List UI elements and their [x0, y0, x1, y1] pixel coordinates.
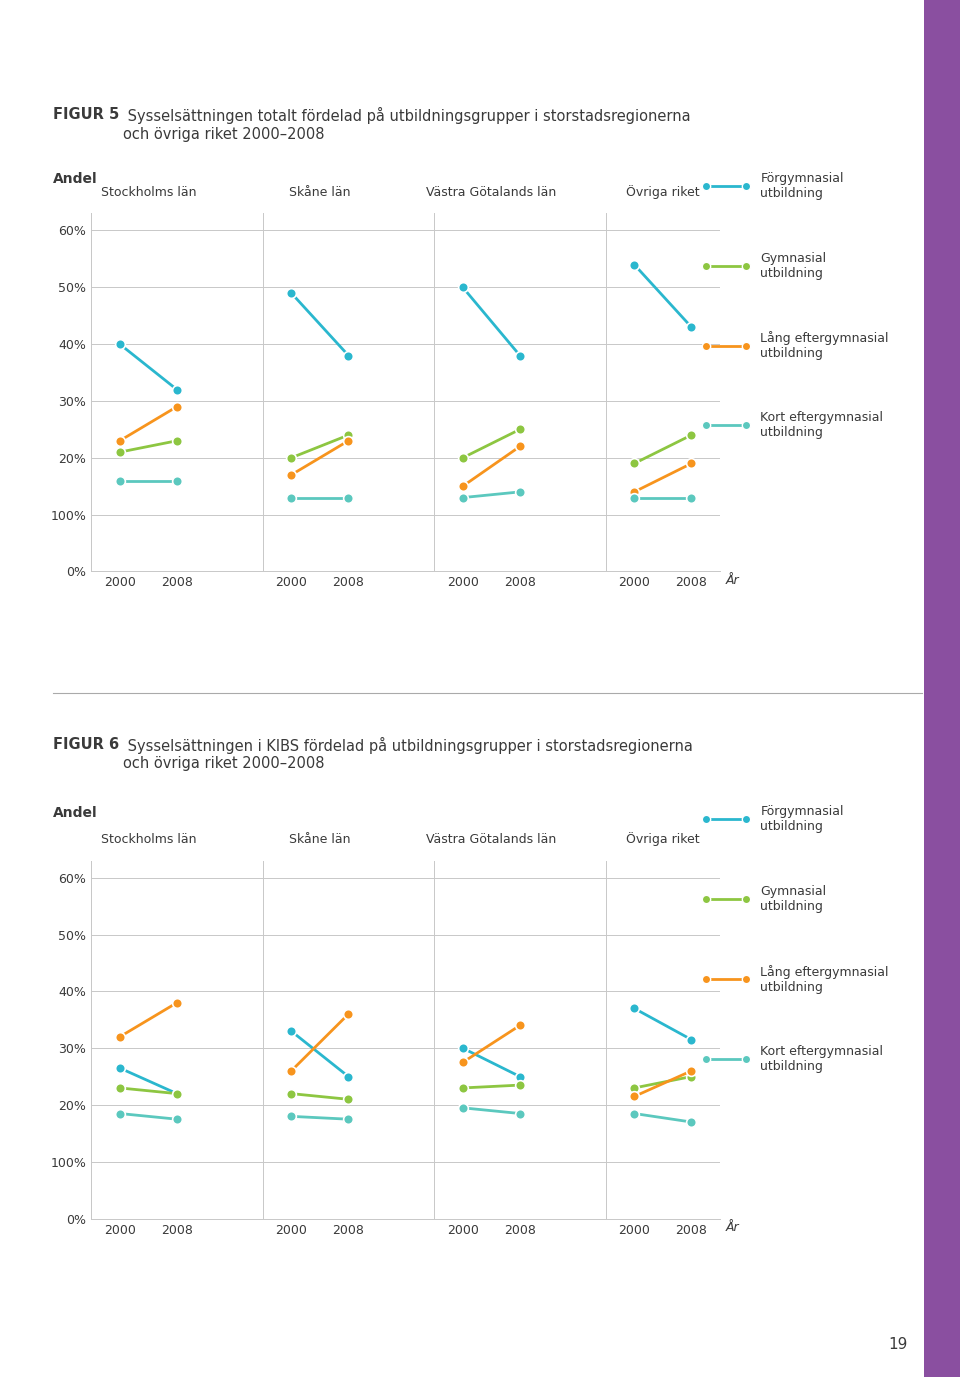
Text: Sysselsättningen i KIBS fördelad på utbildningsgrupper i storstadsregionerna
och: Sysselsättningen i KIBS fördelad på utbi…: [123, 737, 693, 771]
Text: Lång eftergymnasial
utbildning: Lång eftergymnasial utbildning: [760, 964, 889, 994]
Text: Övriga riket: Övriga riket: [626, 185, 700, 200]
Text: Kort eftergymnasial
utbildning: Kort eftergymnasial utbildning: [760, 1045, 883, 1073]
Text: Gymnasial
utbildning: Gymnasial utbildning: [760, 885, 827, 913]
Text: Övriga riket: Övriga riket: [626, 832, 700, 847]
Text: Skåne län: Skåne län: [289, 833, 350, 847]
Text: Kort eftergymnasial
utbildning: Kort eftergymnasial utbildning: [760, 412, 883, 439]
Text: År: År: [726, 1221, 739, 1235]
Text: Stockholms län: Stockholms län: [101, 833, 196, 847]
Text: Västra Götalands län: Västra Götalands län: [426, 186, 557, 200]
Text: Andel: Andel: [53, 806, 97, 819]
Text: Sysselsättningen totalt fördelad på utbildningsgrupper i storstadsregionerna
och: Sysselsättningen totalt fördelad på utbi…: [123, 107, 690, 142]
Text: Stockholms län: Stockholms län: [101, 186, 196, 200]
Text: 19: 19: [888, 1337, 907, 1352]
Text: Västra Götalands län: Västra Götalands län: [426, 833, 557, 847]
Text: FIGUR 6: FIGUR 6: [53, 737, 119, 752]
Text: Förgymnasial
utbildning: Förgymnasial utbildning: [760, 172, 844, 200]
Text: Skåne län: Skåne län: [289, 186, 350, 200]
Text: Förgymnasial
utbildning: Förgymnasial utbildning: [760, 806, 844, 833]
Text: Andel: Andel: [53, 172, 97, 186]
Text: Lång eftergymnasial
utbildning: Lång eftergymnasial utbildning: [760, 330, 889, 361]
Text: FIGUR 5: FIGUR 5: [53, 107, 119, 123]
Text: Gymnasial
utbildning: Gymnasial utbildning: [760, 252, 827, 280]
Text: År: År: [726, 574, 739, 588]
